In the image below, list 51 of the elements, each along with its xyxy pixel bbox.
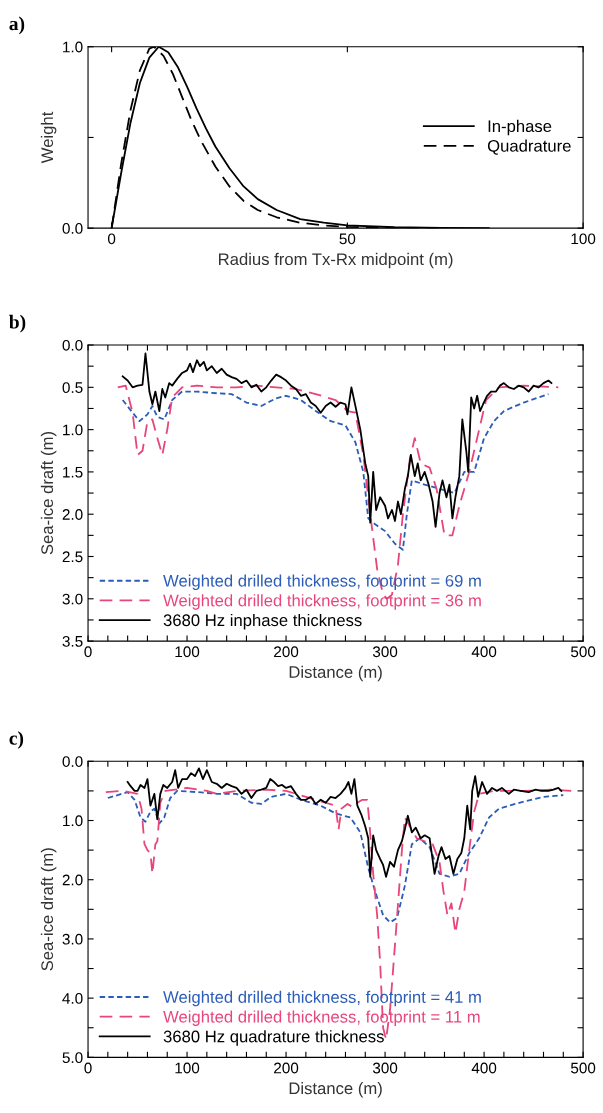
x-axis-title: Radius from Tx-Rx midpoint (m) [219,252,453,269]
x-tick-label: 0 [107,233,116,245]
legend-label: Weighted drilled thickness, footprint = 11 m [163,1010,480,1026]
x-tick-label: 100 [175,646,200,658]
y-tick-label: 5.0 [62,1052,83,1064]
y-tick-label: 2.0 [62,509,83,520]
x-axis-title: Distance (m) [289,1082,382,1098]
y-tick-label: 4.0 [62,993,83,1004]
x-tick-label: 400 [471,1062,497,1074]
x-tick-label: 100 [175,1062,200,1074]
line-series [121,390,550,551]
x-tick-label: 0 [84,1062,92,1074]
x-tick-label: 500 [570,1062,596,1074]
y-axis-title: Sea-ice draft (m) [40,432,57,555]
y-axis-title: Sea-ice draft (m) [40,848,57,971]
x-tick-label: 500 [570,646,596,658]
y-tick-label: 1.0 [63,424,83,436]
x-tick-label: 300 [372,646,398,658]
x-tick-label: 300 [372,1062,398,1074]
chart-title: c) [9,731,24,749]
y-tick-label: 3.5 [62,635,83,647]
legend-label: 3680 Hz inphase thickness [163,613,362,630]
y-tick-label: 3.0 [62,593,83,605]
legend-label: 3680 Hz quadrature thickness [163,1030,384,1046]
y-tick-label: 0.0 [62,223,83,234]
line-series [106,789,565,924]
chart-title: b) [9,314,26,333]
x-tick-label: 50 [339,233,356,245]
y-tick-label: 3.0 [62,933,83,945]
y-tick-label: 1.5 [63,466,83,478]
x-tick-label: 200 [274,1062,299,1074]
y-tick-label: 1.0 [63,41,83,53]
chart-title: a) [9,16,25,35]
y-tick-label: 0.5 [62,382,83,394]
x-tick-label: 400 [471,646,497,658]
legend-label: Weighted drilled thickness, footprint = 41 m [163,990,481,1007]
legend-label: In-phase [488,119,552,136]
y-tick-label: 1.0 [63,815,83,827]
x-tick-label: 200 [274,646,299,658]
line-series [126,767,563,878]
y-tick-label: 0.0 [62,756,83,767]
legend-label: Quadrature [487,139,571,155]
x-tick-label: 100 [571,233,596,245]
y-axis-title: Weight [40,111,57,164]
line-series [121,352,553,528]
legend-label: Weighted drilled thickness, footprint = 36 m [163,594,481,610]
y-tick-label: 2.0 [62,874,83,886]
y-tick-label: 2.5 [62,551,83,563]
x-axis-title: Distance (m) [289,665,382,682]
x-tick-label: 0 [84,646,92,658]
y-tick-label: 0.0 [62,339,83,351]
